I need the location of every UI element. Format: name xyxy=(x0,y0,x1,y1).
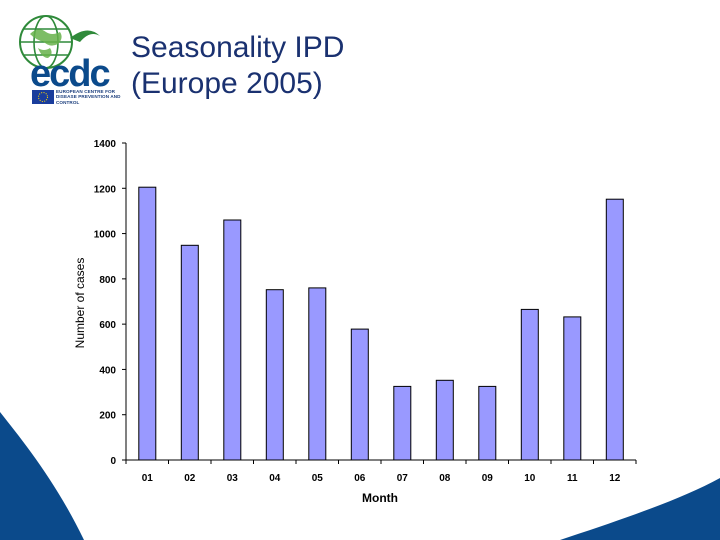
logo-org-line1: EUROPEAN CENTRE FOR xyxy=(56,89,116,94)
x-tick-label-07: 07 xyxy=(397,473,409,484)
x-tick-label-05: 05 xyxy=(312,473,324,484)
bottom-right-swoosh xyxy=(560,478,720,540)
logo-org-name: EUROPEAN CENTRE FOR DISEASE PREVENTION A… xyxy=(56,89,146,105)
ecdc-logo: ecdc EUROPEAN CENTRE FOR DISEASE PREVENT… xyxy=(8,8,124,108)
bar-01 xyxy=(138,186,157,461)
bottom-left-swoosh xyxy=(0,412,84,540)
logo-org-line3: CONTROL xyxy=(56,99,80,105)
bar-04 xyxy=(265,289,284,461)
bar-12 xyxy=(605,198,624,461)
logo-swirl xyxy=(70,30,100,42)
bar-06 xyxy=(350,328,369,461)
x-tick-label-08: 08 xyxy=(439,473,451,484)
y-axis-label: Number of cases xyxy=(73,258,87,349)
x-tick-label-04: 04 xyxy=(269,473,281,484)
y-tick-label-1000: 1000 xyxy=(94,230,117,241)
y-tick-label-800: 800 xyxy=(99,275,116,286)
y-tick-label-400: 400 xyxy=(99,365,116,376)
bar-05 xyxy=(308,287,327,461)
y-tick-label-200: 200 xyxy=(99,411,116,422)
globe-icon xyxy=(19,15,73,69)
x-axis-label: Month xyxy=(362,491,398,505)
y-tick-label-1400: 1400 xyxy=(94,139,117,150)
logo-org-line2: DISEASE PREVENTION AND xyxy=(56,94,121,100)
bar-02 xyxy=(180,244,199,461)
eu-flag-icon xyxy=(32,90,54,104)
page-title-line1: Seasonality IPD xyxy=(131,31,345,64)
axes-layer: 0 200 400 600 800 1000 1200 1400 01 02 03 04 05 06 07 0… xyxy=(94,139,637,484)
x-tick-label-01: 01 xyxy=(142,473,154,484)
x-tick-label-03: 03 xyxy=(227,473,239,484)
x-tick-label-06: 06 xyxy=(354,473,366,484)
x-tick-label-09: 09 xyxy=(482,473,494,484)
y-tick-label-1200: 1200 xyxy=(94,184,117,195)
page-title-line2: (Europe 2005) xyxy=(131,67,323,100)
bar-09 xyxy=(478,385,497,461)
x-tick-label-02: 02 xyxy=(184,473,196,484)
page-title: Seasonality IPD (Europe 2005) xyxy=(131,30,344,102)
bar-03 xyxy=(223,219,242,461)
y-tick-label-600: 600 xyxy=(99,320,116,331)
x-tick-label-12: 12 xyxy=(609,473,621,484)
bars-layer xyxy=(138,186,624,461)
x-tick-label-11: 11 xyxy=(567,473,578,484)
y-tick-label-0: 0 xyxy=(110,456,116,467)
x-tick-label-10: 10 xyxy=(524,473,536,484)
bar-11 xyxy=(563,316,582,461)
bar-07 xyxy=(393,385,412,461)
bar-10 xyxy=(520,308,539,461)
bar-08 xyxy=(435,379,454,461)
logo-wordmark: ecdc xyxy=(30,53,110,95)
ecdc-logo-mark: ecdc xyxy=(19,15,112,104)
